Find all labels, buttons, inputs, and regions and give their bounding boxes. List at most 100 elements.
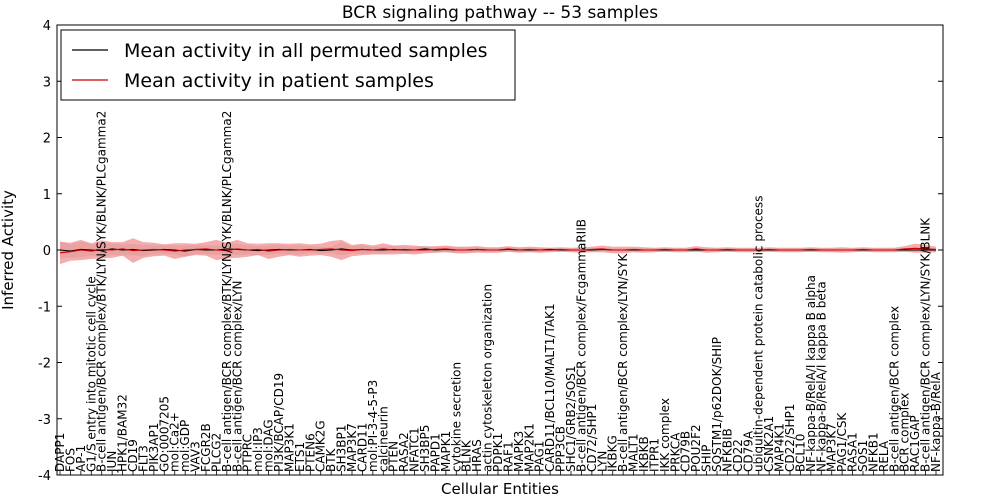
entity-label: SOS1 (856, 440, 870, 472)
entity-label: MAP4K1 (773, 423, 787, 472)
legend-label-permuted: Mean activity in all permuted samples (124, 40, 487, 62)
entity-label: LYN (595, 451, 609, 472)
entity-label: CD19 (126, 439, 140, 472)
y-tick-label: -2 (38, 357, 51, 372)
entity-label: MAPK1 (439, 431, 453, 472)
entity-label: CAMK2G (314, 420, 328, 472)
entity-label: BLNK (460, 439, 474, 472)
y-axis-label: Inferred Activity (0, 190, 17, 310)
entity-label: BCL10 (793, 434, 807, 472)
entity-label: mol:DAG (262, 419, 276, 472)
entity-label: BTK (324, 447, 338, 472)
entity-label: PDPK1 (491, 433, 505, 472)
entity-label: CARD11/BCL10/MALT1/TAK1 (543, 303, 557, 472)
entity-label: SHC1/GRB2/SOS1 (564, 365, 578, 472)
entity-label: ubiquitin-dependent protein catabolic pr… (752, 196, 766, 472)
entity-label: RASA2 (397, 432, 411, 472)
entity-label: MAP3K1 (282, 423, 296, 472)
entity-label: B-cell antigen/BCR complex/LYN/SYK/BLNK (919, 217, 933, 472)
entity-label: mol:Ca2+ (168, 412, 182, 472)
bands-layer (60, 238, 936, 265)
entity-label: JUN (105, 451, 119, 473)
entity-label: PAPD1 (428, 433, 442, 472)
entity-label: VAV3 (189, 441, 203, 472)
entity-label: mol:IP3 (251, 427, 265, 472)
entity-label: CD22 (731, 439, 745, 472)
entity-label: IKK complex (658, 398, 672, 472)
entity-label: RAC1GAP (908, 415, 922, 472)
entity-label: RASA1 (846, 432, 860, 472)
entity-label: AP-1 (74, 445, 88, 472)
entity-label: CD72/SHP1 (585, 404, 599, 472)
entity-label: NF-kappa-B/RelA/I kappa B beta (814, 281, 828, 472)
patient-spread-band (60, 238, 936, 265)
entity-label: SQSTM1/p62DOK/SHIP (710, 337, 724, 472)
y-tick-label: -1 (38, 300, 51, 315)
entity-label: NF-kappa-B/RelA/I kappa B alpha (804, 275, 818, 472)
entity-label: MAP2K1 (522, 423, 536, 472)
entity-label: GO:0007205 (157, 396, 171, 472)
entity-label: PIK3AP1 (147, 423, 161, 472)
entity-label: CD79A (741, 430, 755, 472)
entity-label: PTEN6 (303, 433, 317, 472)
entity-label: FLT3 (136, 445, 150, 472)
entity-label: CSNK2A1 (762, 416, 776, 472)
y-tick-label: 0 (43, 244, 51, 259)
entity-label: B-cell antigen/BCR complex/BTK/LYN/SYK/B… (220, 111, 234, 472)
entity-label: BCR complex (898, 393, 912, 472)
entity-label: mol:PI-3-4-5-P3 (366, 380, 380, 472)
entity-label: PAG1 (533, 441, 547, 472)
entity-label: B-cell antigen/BCR complex (887, 306, 901, 472)
entity-label: IKBKG (606, 435, 620, 472)
entity-label: B-cell antigen/BCR complex/LYN (230, 280, 244, 472)
legend: Mean activity in all permuted samples Me… (60, 29, 516, 101)
entity-label: PRKCA (668, 432, 682, 472)
entity-label: PTEN (387, 441, 401, 472)
lines-layer (59, 247, 937, 254)
entity-label: G1/S entry into mitotic cell cycle (84, 276, 98, 472)
entity-label: B-cell antigen/BCR complex/BTK/LYN/SYK/B… (95, 111, 109, 472)
entity-label: RELA (877, 440, 891, 472)
entity-label: PTPRC (241, 434, 255, 472)
entity-label: PLCG2 (209, 433, 223, 472)
y-tick-label: 2 (43, 132, 51, 147)
entity-label: NFKB1 (866, 432, 880, 472)
y-axis-ticks: 4 3 2 1 0 -1 -2 -3 -4 (38, 19, 943, 484)
entity-label: mol:GDP (178, 420, 192, 472)
entity-label: CARD11 (355, 423, 369, 472)
y-tick-label: -3 (38, 413, 51, 428)
entity-label: SHIP (700, 445, 714, 472)
entity-label: IKBKB (637, 436, 651, 472)
entity-label: SH3BP1 (335, 425, 349, 472)
y-tick-label: 4 (43, 19, 51, 34)
chart-title: BCR signaling pathway -- 53 samples (342, 3, 658, 23)
entity-label: MAP3K7 (345, 423, 359, 472)
entity-label: FCGR2B (199, 423, 213, 472)
entity-label: NF-kappa-B/RelA (929, 371, 943, 472)
x-axis-label: Cellular Entities (441, 480, 559, 498)
y-tick-label: 1 (43, 188, 51, 203)
entity-label: MAPK3 (512, 431, 526, 472)
patient-mean-line (59, 247, 937, 254)
y-tick-label: -4 (38, 469, 51, 484)
entity-label: MALT1 (627, 433, 641, 472)
entity-label: MAP3K7 (825, 423, 839, 472)
entity-label: FOS (63, 448, 77, 472)
entity-label: PI3K/BCAP/CD19 (272, 373, 286, 472)
entity-label: B-cell antigen/BCR complex/FcgammaRIIB (574, 219, 588, 472)
entity-label: NFATC1 (408, 427, 422, 472)
entity-label: actin cytoskeleton organization (481, 284, 495, 472)
legend-box (60, 29, 516, 101)
entity-label: PPP3CB (554, 426, 568, 472)
entity-label: POU2F2 (689, 424, 703, 472)
entity-label: HPK1/BAM32 (116, 394, 130, 472)
entity-label: CD79B (679, 431, 693, 472)
entity-label: ETS1 (293, 442, 307, 472)
plot-frame (56, 24, 944, 476)
entity-label: B-cell antigen/BCR complex/LYN/SYK (616, 252, 630, 472)
y-tick-label: 3 (43, 75, 51, 90)
entity-label: HRAS (470, 439, 484, 472)
entity-label: PAG1/CSK (835, 412, 849, 472)
